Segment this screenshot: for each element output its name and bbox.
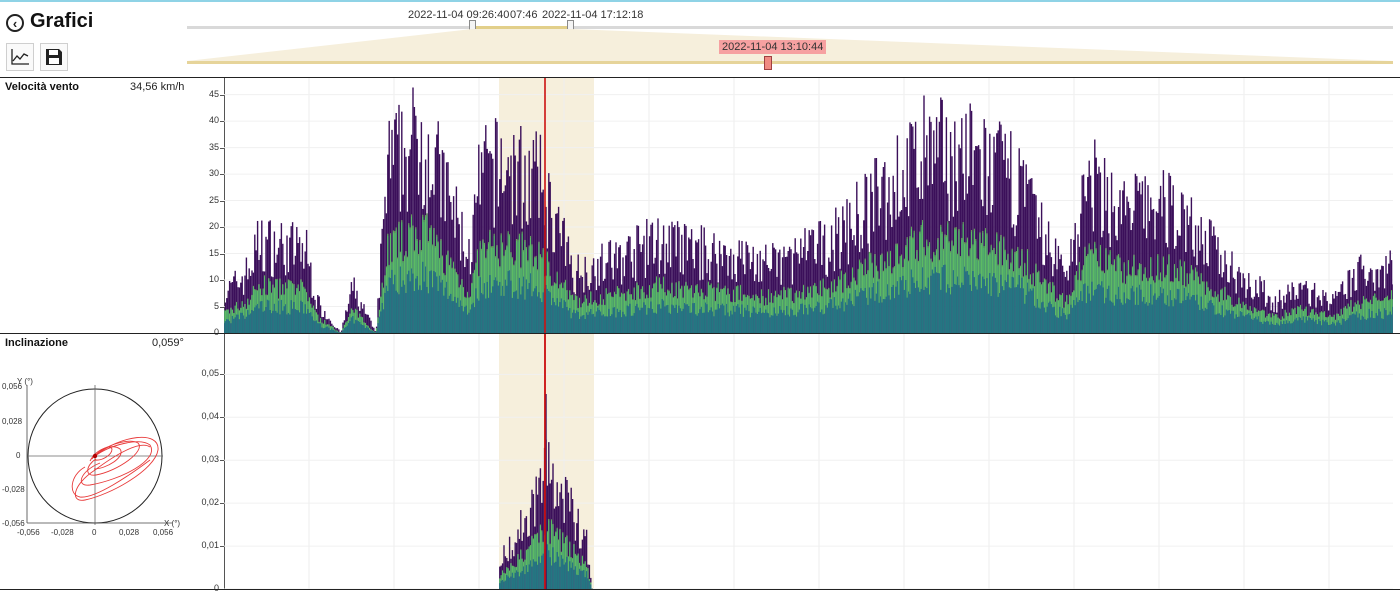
polar-y-tick: 0,056 — [2, 382, 23, 391]
y-tick-mark — [220, 374, 224, 376]
y-tick-label: 10 — [208, 274, 219, 285]
range-duration-label: 07:46 — [510, 9, 538, 21]
panel-separator-bottom — [0, 589, 1400, 590]
polar-x-tick: 0,056 — [153, 528, 174, 537]
floppy-disk-icon — [46, 49, 62, 65]
polar-y-tick: 0,028 — [2, 417, 23, 426]
polar-trace — [89, 446, 122, 470]
polar-trace — [87, 440, 140, 476]
back-button[interactable]: ‹ — [6, 14, 24, 32]
y-tick-mark — [220, 280, 224, 282]
y-tick-mark — [220, 503, 224, 505]
y-tick-label: 40 — [208, 115, 219, 126]
polar-x-tick: 0,028 — [119, 528, 140, 537]
polar-x-axis-label: X (°) — [164, 519, 181, 528]
tilt-chart[interactable] — [224, 334, 1393, 589]
series-bars — [224, 87, 1393, 333]
polar-y-tick: 0 — [16, 451, 21, 460]
y-tick-label: 30 — [208, 168, 219, 179]
polar-x-tick: -0,056 — [17, 528, 40, 537]
detail-slider-track[interactable] — [187, 61, 1393, 64]
polar-y-axis-label: Y (°) — [17, 377, 33, 386]
y-tick-mark — [220, 253, 224, 255]
y-tick-mark — [220, 121, 224, 123]
polar-trace — [80, 441, 152, 486]
polar-y-tick: -0,056 — [2, 519, 25, 528]
y-tick-label: 5 — [213, 300, 219, 311]
tilt-y-axis — [224, 334, 225, 589]
wind-panel-value: 34,56 km/h — [130, 81, 185, 93]
cursor-time-label: 2022-11-04 13:10:44 — [719, 40, 827, 54]
y-tick-mark — [220, 147, 224, 149]
page-title: Grafici — [30, 10, 94, 32]
panel-separator-middle — [0, 333, 1400, 334]
y-tick-mark — [220, 306, 224, 308]
y-tick-label: 20 — [208, 221, 219, 232]
y-tick-label: 45 — [208, 88, 219, 99]
y-tick-label: 0,02 — [201, 497, 219, 508]
y-tick-mark — [220, 174, 224, 176]
y-tick-mark — [220, 227, 224, 229]
y-tick-label: 0,03 — [201, 454, 219, 465]
y-tick-mark — [220, 94, 224, 96]
y-tick-label: 25 — [208, 194, 219, 205]
polar-trace — [75, 436, 159, 501]
y-tick-label: 35 — [208, 141, 219, 152]
wind-y-axis — [224, 78, 225, 333]
y-tick-mark — [220, 417, 224, 419]
series-bars — [499, 439, 593, 589]
range-start-label: 2022-11-04 09:26:40 — [408, 9, 510, 21]
range-slider-selection — [472, 26, 571, 29]
polar-current-point — [92, 453, 98, 459]
wind-panel-title: Velocità vento — [5, 81, 79, 93]
save-button[interactable] — [40, 43, 68, 71]
y-tick-mark — [220, 546, 224, 548]
polar-trace — [94, 446, 113, 461]
polar-trace — [71, 459, 151, 498]
tilt-polar-plot — [26, 385, 172, 525]
line-chart-icon — [11, 49, 29, 65]
y-tick-label: 0,05 — [201, 368, 219, 379]
polar-x-tick: -0,028 — [51, 528, 74, 537]
y-tick-mark — [220, 460, 224, 462]
range-end-label: 2022-11-04 17:12:18 — [542, 9, 644, 21]
y-tick-label: 0 — [213, 327, 219, 337]
range-slider-track[interactable] — [187, 26, 1393, 29]
window-top-border — [0, 0, 1400, 2]
y-tick-label: 0,01 — [201, 540, 219, 551]
y-tick-label: 15 — [208, 247, 219, 258]
cursor-handle[interactable] — [764, 56, 772, 70]
polar-y-tick: -0,028 — [2, 485, 25, 494]
chart-view-button[interactable] — [6, 43, 34, 71]
panel-separator-top — [0, 77, 1400, 78]
y-tick-label: 0 — [213, 583, 219, 593]
wind-speed-chart[interactable] — [224, 78, 1393, 333]
chevron-left-icon: ‹ — [12, 15, 18, 31]
tilt-panel-value: 0,059° — [152, 337, 184, 349]
y-tick-label: 0,04 — [201, 411, 219, 422]
tilt-panel-title: Inclinazione — [5, 337, 68, 349]
y-tick-mark — [220, 200, 224, 202]
polar-x-tick: 0 — [92, 528, 97, 537]
